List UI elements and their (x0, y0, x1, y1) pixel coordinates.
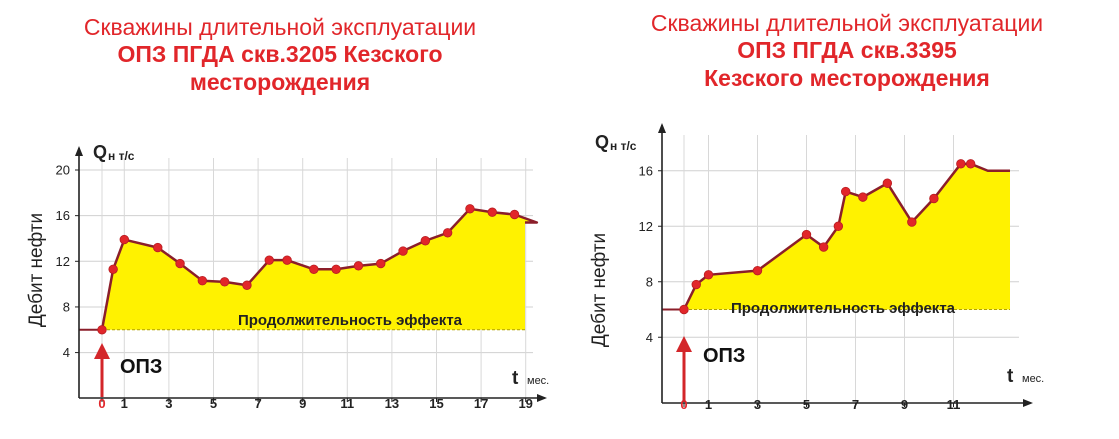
q-symbol: Q (595, 132, 609, 152)
x-axis-arrow (537, 394, 547, 402)
y-tick-label: 8 (63, 299, 70, 314)
data-point (818, 242, 829, 252)
opz-label: ОПЗ (120, 356, 162, 378)
y-tick-label: 16 (639, 163, 653, 178)
t-symbol: t (1007, 366, 1014, 387)
x-tick-label: 0 (98, 396, 105, 411)
data-point (833, 221, 844, 231)
x-tick-label: 19 (518, 396, 532, 411)
effect-area (684, 163, 1010, 310)
data-point (309, 264, 319, 274)
data-point (703, 270, 714, 280)
t-symbol: t (512, 368, 519, 389)
title-line-2: ОПЗ ПГДА скв.3395 (737, 37, 957, 63)
chart-title-left: Скважины длительной эксплуатации ОПЗ ПГД… (0, 14, 560, 96)
y-tick-label: 8 (646, 274, 653, 289)
data-point (442, 228, 453, 238)
data-point (219, 277, 230, 287)
x-tick-label: 3 (165, 396, 172, 411)
data-point (679, 304, 689, 315)
title-line-1: Скважины длительной эксплуатации (83, 14, 477, 40)
data-point (242, 280, 252, 290)
data-point (420, 236, 431, 246)
chart-panel-right: Скважины длительной эксплуатации ОПЗ ПГД… (575, 0, 1119, 439)
q-symbol: Q (93, 142, 107, 162)
data-point (858, 192, 868, 202)
data-point (197, 275, 208, 286)
x-tick-label: 3 (754, 397, 761, 412)
x-tick-label: 5 (803, 397, 810, 412)
data-point (153, 242, 163, 253)
data-point (691, 279, 701, 290)
x-tick-label: 11 (947, 397, 961, 412)
y-tick-label: 12 (56, 254, 70, 269)
x-tick-label: 15 (429, 396, 443, 411)
data-point (965, 159, 976, 169)
title-line-3: месторождения (189, 69, 371, 95)
x-tick-label: 0 (680, 397, 687, 412)
title-line-3: Кезского месторождения (704, 65, 990, 91)
data-point (907, 217, 917, 227)
data-point (752, 265, 763, 276)
t-unit: мес. (1022, 373, 1044, 385)
data-point (108, 264, 118, 274)
series-line (682, 162, 1010, 311)
y-tick-label: 12 (639, 219, 653, 234)
x-tick-label: 7 (254, 396, 261, 411)
data-point (841, 186, 851, 197)
data-point (398, 246, 408, 256)
y-axis-title: Дебит нефти (26, 213, 47, 327)
y-axis-arrow (658, 123, 666, 133)
x-tick-label: 5 (210, 396, 217, 411)
data-point (353, 261, 364, 271)
series-line (100, 207, 539, 330)
chart-right: 4 8 12 16 0 1 3 5 7 9 11 Дебит нефти Q н т/с t мес. Прод… (589, 123, 1044, 412)
y-tick-label: 16 (56, 208, 70, 223)
q-subscript: н т/с (108, 149, 135, 163)
data-point (175, 258, 185, 269)
opz-label: ОПЗ (703, 345, 745, 367)
chart-title-right: Скважины длительной эксплуатации ОПЗ ПГД… (575, 10, 1119, 92)
chart-panel-left: Скважины длительной эксплуатации ОПЗ ПГД… (0, 14, 560, 411)
data-point (956, 159, 966, 169)
data-point (882, 178, 893, 188)
data-point (929, 193, 939, 204)
data-point (509, 209, 520, 220)
opz-arrow-head (94, 343, 110, 359)
effect-duration-label: Продолжительность эффекта (238, 312, 463, 329)
x-tick-label: 9 (299, 396, 306, 411)
opz-arrow-head (676, 336, 692, 352)
data-point (465, 204, 475, 214)
title-line-1: Скважины длительной эксплуатации (650, 10, 1044, 36)
y-axis-arrow (75, 146, 83, 156)
y-tick-label: 4 (63, 345, 70, 360)
x-tick-label: 1 (121, 396, 128, 411)
y-tick-label: 20 (56, 163, 70, 178)
data-point (264, 255, 274, 265)
data-point (282, 255, 292, 265)
effect-duration-label: Продолжительность эффекта (731, 300, 956, 317)
data-point (487, 207, 497, 217)
x-tick-label: 7 (852, 397, 859, 412)
data-point (119, 234, 130, 245)
x-tick-label: 9 (901, 397, 908, 412)
q-subscript: н т/с (610, 139, 637, 153)
x-tick-label: 11 (340, 396, 354, 411)
y-tick-label: 4 (646, 330, 653, 345)
y-axis-title: Дебит нефти (589, 233, 610, 347)
data-point (801, 229, 812, 240)
x-tick-label: 1 (705, 397, 712, 412)
data-point (376, 258, 386, 269)
x-tick-label: 17 (474, 396, 488, 411)
x-axis-arrow (1023, 399, 1033, 407)
title-line-2: ОПЗ ПГДА скв.3205 Кезского (117, 41, 443, 67)
t-unit: мес. (527, 375, 549, 387)
x-tick-label: 13 (385, 396, 399, 411)
data-point (97, 325, 107, 335)
data-point (331, 264, 341, 274)
